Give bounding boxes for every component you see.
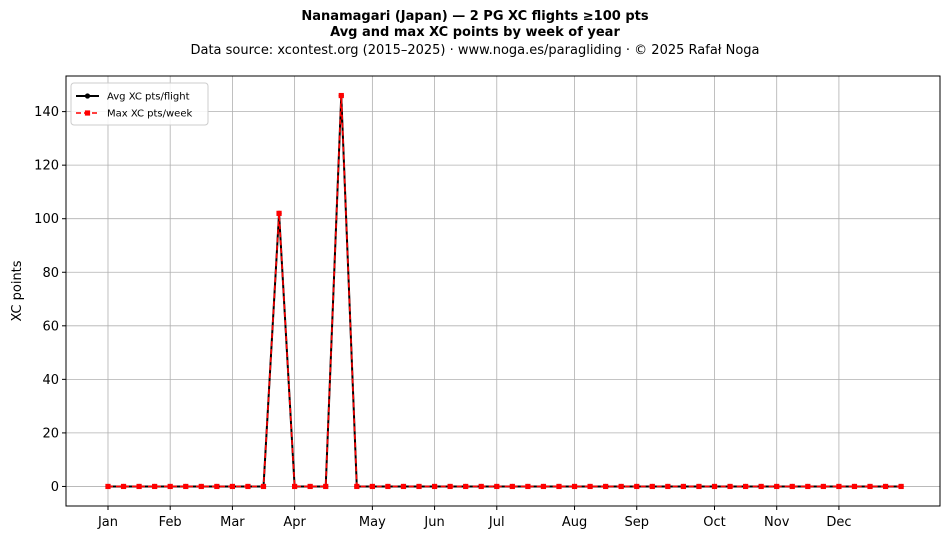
x-tick-label: Sep bbox=[624, 515, 649, 530]
series-2-point bbox=[649, 483, 655, 490]
series-2-point bbox=[152, 483, 158, 490]
x-tick-label: Feb bbox=[159, 515, 182, 530]
series-2-point bbox=[385, 483, 391, 490]
x-tick-label: Jul bbox=[488, 515, 505, 530]
series-2-point bbox=[447, 483, 453, 490]
x-tick-label: Dec bbox=[826, 515, 851, 530]
series-2-point bbox=[603, 483, 609, 490]
series-2-point bbox=[136, 483, 142, 490]
series-2-point bbox=[431, 483, 438, 490]
series-2-point bbox=[167, 483, 173, 490]
x-tick-label: Aug bbox=[562, 515, 587, 530]
series-layer bbox=[105, 92, 904, 490]
series-2-point bbox=[323, 483, 329, 490]
series-2-point bbox=[867, 483, 873, 490]
series-2-point bbox=[120, 483, 127, 490]
x-tick-label: Apr bbox=[283, 515, 306, 530]
y-tick-label: 120 bbox=[34, 159, 59, 174]
series-2-point bbox=[229, 483, 236, 490]
series-2-point bbox=[556, 483, 562, 490]
series-2-point bbox=[680, 483, 686, 490]
series-2-point bbox=[369, 483, 375, 490]
series-2-point bbox=[292, 483, 298, 490]
legend-swatch-marker bbox=[84, 93, 91, 99]
legend-box bbox=[70, 82, 209, 126]
series-2-point bbox=[820, 483, 826, 490]
series-2-point bbox=[789, 483, 795, 490]
series-2-point bbox=[338, 92, 344, 99]
series-2-point bbox=[571, 483, 578, 490]
series-2-point bbox=[587, 483, 593, 490]
chart-source-line: Data source: xcontest.org (2015–2025) · … bbox=[190, 43, 760, 58]
series-2-point bbox=[665, 483, 671, 490]
series-2-point bbox=[540, 483, 547, 490]
series-2-point bbox=[711, 483, 718, 490]
series-2-point bbox=[105, 483, 111, 490]
series-line-1 bbox=[107, 94, 902, 488]
legend: Avg XC pts/flight Max XC pts/week bbox=[70, 82, 209, 126]
series-2-point bbox=[774, 483, 780, 490]
axis-layer: 0 20 40 60 80 100 120 140 Jan Feb Mar Apr May Jun Jul A… bbox=[10, 75, 941, 530]
series-line-2 bbox=[107, 94, 902, 488]
series-2-point bbox=[478, 483, 484, 490]
y-tick-label: 0 bbox=[51, 480, 59, 495]
series-2-point bbox=[727, 483, 733, 490]
series-2-point bbox=[463, 483, 469, 490]
series-2-point bbox=[836, 483, 842, 490]
series-2-point bbox=[805, 483, 811, 490]
series-2-point bbox=[183, 483, 189, 490]
series-2-point bbox=[307, 483, 313, 490]
series-2-point bbox=[898, 483, 904, 490]
x-tick-label: Nov bbox=[764, 515, 790, 530]
y-tick-label: 60 bbox=[42, 319, 59, 334]
series-2-point bbox=[214, 483, 220, 490]
grid-layer bbox=[66, 76, 940, 506]
series-2-point bbox=[416, 483, 422, 490]
x-tick-label: Jun bbox=[423, 515, 444, 530]
series-2-point bbox=[525, 483, 531, 490]
y-tick-label: 100 bbox=[34, 212, 59, 227]
series-2-point bbox=[696, 483, 702, 490]
series-2-point bbox=[494, 483, 500, 490]
y-tick-label: 140 bbox=[34, 105, 59, 120]
series-2-point bbox=[198, 483, 204, 490]
x-tick-label: Oct bbox=[703, 515, 725, 530]
y-tick-label: 80 bbox=[42, 266, 59, 281]
chart-subtitle: Avg and max XC points by week of year bbox=[330, 25, 620, 40]
series-2-point bbox=[851, 483, 858, 490]
chart-title: Nanamagari (Japan) — 2 PG XC flights ≥10… bbox=[301, 9, 649, 24]
legend-swatch-marker bbox=[84, 110, 91, 116]
series-2-point bbox=[245, 483, 251, 490]
x-tick-label: Jan bbox=[97, 515, 118, 530]
plot-frame bbox=[65, 75, 941, 507]
y-axis-label: XC points bbox=[10, 260, 25, 321]
series-2-point bbox=[758, 483, 764, 490]
x-tick-label: May bbox=[359, 515, 386, 530]
series-2-point bbox=[618, 483, 624, 490]
series-2-point bbox=[400, 483, 407, 490]
y-tick-label: 20 bbox=[42, 426, 59, 441]
series-2-point bbox=[509, 483, 515, 490]
series-2-point bbox=[276, 210, 282, 216]
legend-label: Avg XC pts/flight bbox=[107, 92, 190, 103]
series-2-point bbox=[354, 483, 360, 490]
series-2-point bbox=[634, 483, 640, 490]
series-2-point bbox=[260, 483, 267, 490]
series-2-point bbox=[882, 483, 889, 490]
series-2-point bbox=[743, 483, 749, 490]
legend-label: Max XC pts/week bbox=[107, 109, 192, 120]
x-tick-label: Mar bbox=[220, 515, 245, 530]
y-tick-label: 40 bbox=[42, 373, 59, 388]
